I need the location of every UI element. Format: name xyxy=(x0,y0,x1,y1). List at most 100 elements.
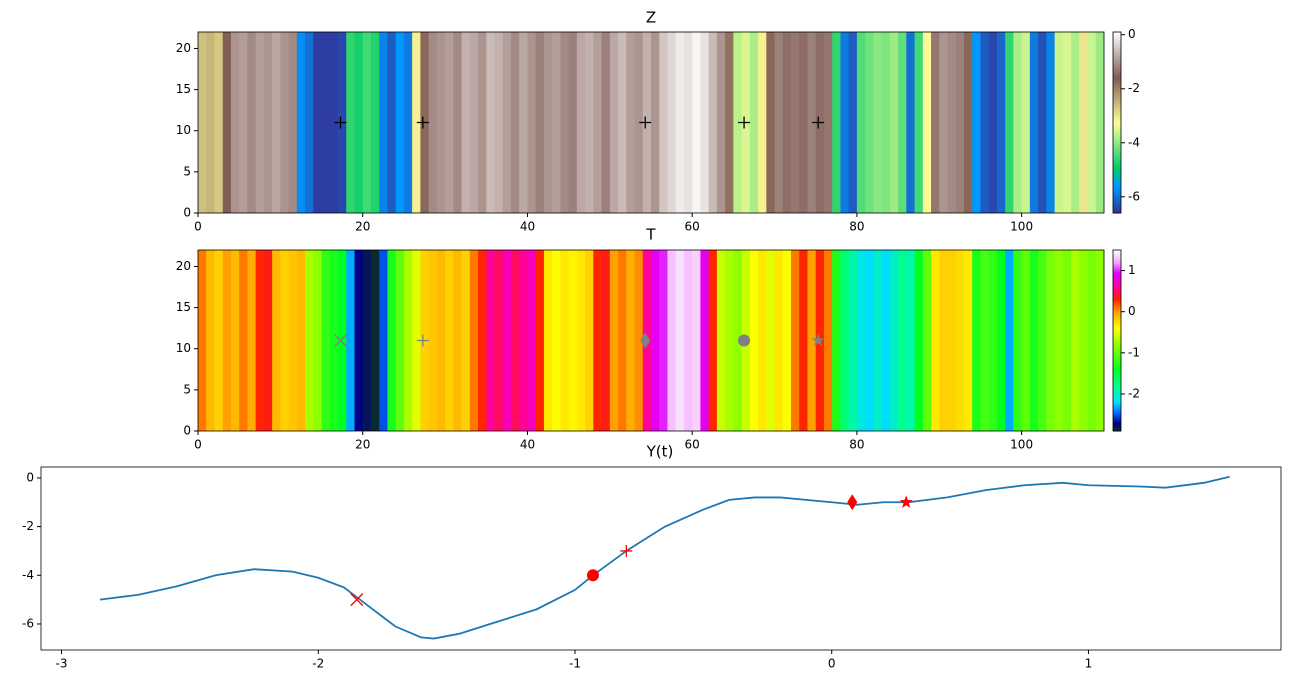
colorbar-segment xyxy=(1113,331,1121,334)
colorbar-segment xyxy=(1113,120,1121,123)
heat-cell xyxy=(914,250,924,431)
colorbar-segment xyxy=(1113,175,1121,178)
colorbar-segment xyxy=(1113,190,1121,193)
colorbar-segment xyxy=(1113,157,1121,160)
heat-cell xyxy=(552,32,561,213)
heat-cell xyxy=(1087,32,1097,213)
colorbar-segment xyxy=(1113,140,1121,143)
heat-cell xyxy=(659,32,668,213)
heat-cell xyxy=(486,32,495,213)
heat-cell xyxy=(675,32,685,213)
colorbar-segment xyxy=(1113,44,1121,47)
heat-cell xyxy=(708,32,718,213)
heat-cell xyxy=(774,250,784,431)
heat-cell xyxy=(494,250,504,431)
heat-cell xyxy=(321,250,331,431)
heat-cell xyxy=(1054,250,1064,431)
colorbar-segment xyxy=(1113,370,1121,373)
heat-cell xyxy=(1021,250,1031,431)
colorbar-segment xyxy=(1113,98,1121,101)
colorbar-segment xyxy=(1113,134,1121,137)
colorbar-segment xyxy=(1113,188,1121,191)
heat-cell xyxy=(206,250,215,431)
colorbar-segment xyxy=(1113,191,1121,194)
y-tick-label: -2 xyxy=(22,519,34,533)
colorbar-segment xyxy=(1113,421,1121,424)
colorbar-segment xyxy=(1113,366,1121,369)
heat-cell xyxy=(856,250,866,431)
colorbar-segment xyxy=(1113,271,1121,274)
heat-cell xyxy=(708,250,718,431)
colorbar-segment xyxy=(1113,301,1121,304)
colorbar-segment xyxy=(1113,36,1121,39)
colorbar-segment xyxy=(1113,277,1121,280)
colorbar-segment xyxy=(1113,74,1121,77)
colorbar-segment xyxy=(1113,375,1121,378)
colorbar-segment xyxy=(1113,41,1121,44)
heat-cell xyxy=(502,32,512,213)
heat-cell xyxy=(362,32,372,213)
colorbar-segment xyxy=(1113,354,1121,357)
heat-cell xyxy=(585,250,594,431)
colorbar-segment xyxy=(1113,145,1121,148)
colorbar-segment xyxy=(1113,187,1121,190)
colorbar-segment xyxy=(1113,296,1121,299)
heat-cell xyxy=(543,250,553,431)
heat-cell xyxy=(955,250,965,431)
colorbar-segment xyxy=(1113,113,1121,116)
colorbar-segment xyxy=(1113,196,1121,199)
heat-cell xyxy=(774,32,784,213)
heat-cell xyxy=(683,250,693,431)
heat-cell xyxy=(519,250,528,431)
colorbar-segment xyxy=(1113,56,1121,59)
heat-cell xyxy=(782,250,792,431)
colorbar-segment xyxy=(1113,77,1121,80)
heat-cell xyxy=(1062,32,1072,213)
heat-cell xyxy=(387,32,397,213)
colorbar-segment xyxy=(1113,53,1121,56)
heat-cell xyxy=(535,32,545,213)
heat-cell xyxy=(700,250,710,431)
colorbar-segment xyxy=(1113,104,1121,107)
heat-cell xyxy=(370,250,380,431)
heat-cell xyxy=(288,32,298,213)
colorbar-tick-label: 0 xyxy=(1128,304,1136,318)
heat-cell xyxy=(593,250,602,431)
heat-cell xyxy=(527,250,537,431)
heat-cell xyxy=(436,32,446,213)
heat-cell xyxy=(313,250,322,431)
colorbar-segment xyxy=(1113,127,1121,130)
colorbar-segment xyxy=(1113,388,1121,391)
heat-cell xyxy=(552,250,561,431)
colorbar-segment xyxy=(1113,93,1121,96)
colorbar-segment xyxy=(1113,75,1121,78)
colorbar-segment xyxy=(1113,284,1121,287)
colorbar-segment xyxy=(1113,268,1121,271)
heat-cell xyxy=(486,250,495,431)
colorbar-segment xyxy=(1113,169,1121,172)
colorbar-segment xyxy=(1113,110,1121,113)
heat-cell xyxy=(856,32,866,213)
colorbar-segment xyxy=(1113,107,1121,110)
colorbar-segment xyxy=(1113,281,1121,284)
colorbar-segment xyxy=(1113,51,1121,54)
colorbar-segment xyxy=(1113,160,1121,163)
heat-cell xyxy=(725,250,734,431)
colorbar-segment xyxy=(1113,403,1121,406)
colorbar-segment xyxy=(1113,130,1121,133)
heat-cell xyxy=(881,250,891,431)
heat-cell xyxy=(313,32,322,213)
colorbar-segment xyxy=(1113,342,1121,345)
heat-cell xyxy=(823,250,833,431)
marker xyxy=(811,333,825,347)
heat-cell xyxy=(1062,250,1072,431)
heat-cell xyxy=(848,32,858,213)
heat-cell xyxy=(576,250,586,431)
heat-cell xyxy=(1046,32,1055,213)
colorbar-segment xyxy=(1113,317,1121,320)
heat-cell xyxy=(659,250,668,431)
heat-cell xyxy=(354,32,364,213)
colorbar-tick-label: 1 xyxy=(1128,263,1136,277)
heat-cell xyxy=(881,32,891,213)
heat-cell xyxy=(939,32,948,213)
